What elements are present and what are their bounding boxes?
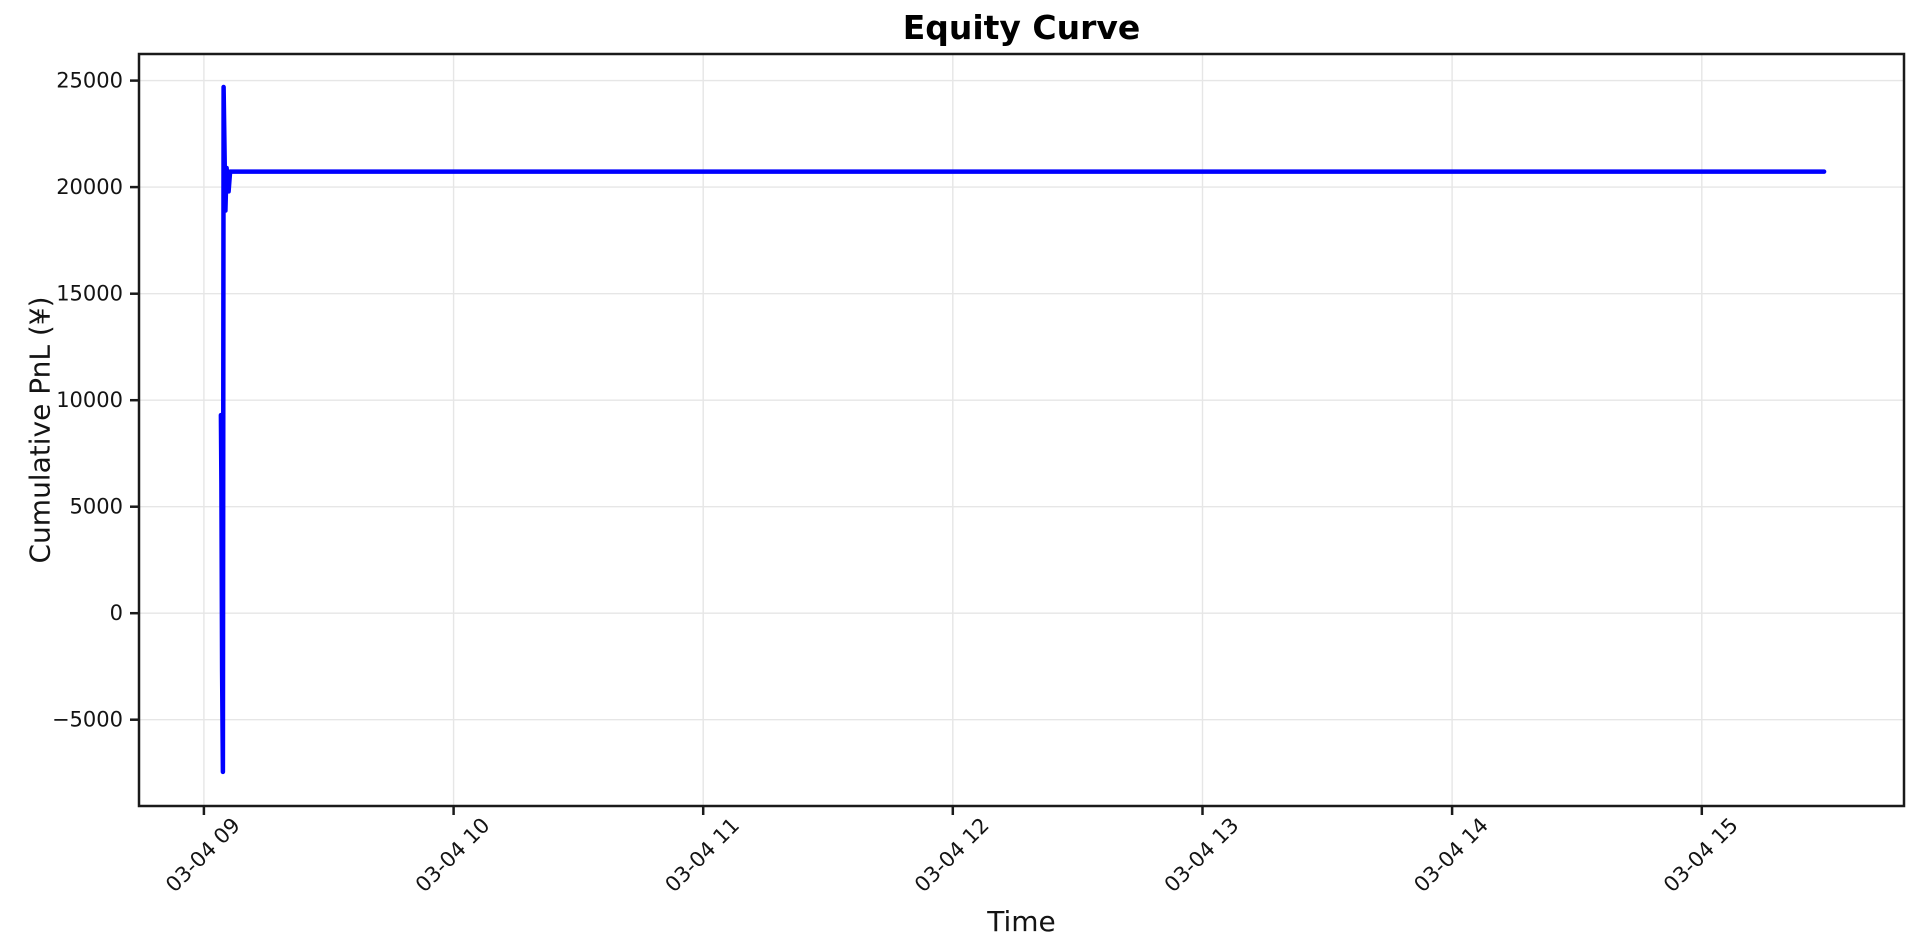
x-tick-label: 03-04 14 <box>1409 813 1493 897</box>
y-tick-label: −5000 <box>52 708 123 732</box>
equity-curve-line <box>218 84 1827 775</box>
y-tick-label: 5000 <box>70 495 123 519</box>
y-tick-label: 10000 <box>56 388 123 412</box>
x-axis-label: Time <box>987 905 1056 938</box>
x-tick-label: 03-04 09 <box>161 813 245 897</box>
x-tick-label: 03-04 12 <box>910 813 994 897</box>
x-tick-label: 03-04 11 <box>660 813 744 897</box>
plot-border <box>137 52 1906 808</box>
y-tick-label: 25000 <box>56 69 123 93</box>
x-tick-label: 03-04 13 <box>1160 813 1244 897</box>
y-tick-label: 20000 <box>56 175 123 199</box>
x-tick-label: 03-04 15 <box>1659 813 1743 897</box>
x-tick-label: 03-04 10 <box>411 813 495 897</box>
chart-title: Equity Curve <box>902 8 1141 47</box>
y-tick-label: 15000 <box>56 282 123 306</box>
y-tick-label: 0 <box>110 601 123 625</box>
